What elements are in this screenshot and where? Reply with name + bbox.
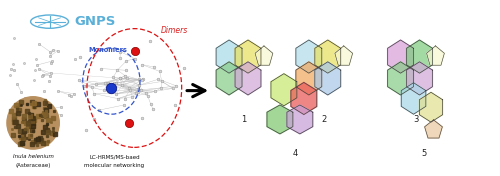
Polygon shape bbox=[267, 105, 293, 134]
Text: Inula helenium: Inula helenium bbox=[12, 155, 53, 159]
Text: molecular networking: molecular networking bbox=[84, 163, 144, 168]
Polygon shape bbox=[406, 62, 432, 95]
Polygon shape bbox=[315, 40, 340, 73]
Text: 5: 5 bbox=[421, 149, 426, 158]
Polygon shape bbox=[315, 62, 340, 95]
Polygon shape bbox=[426, 46, 444, 65]
Polygon shape bbox=[401, 83, 426, 114]
Polygon shape bbox=[388, 40, 413, 73]
Polygon shape bbox=[271, 74, 297, 106]
Polygon shape bbox=[235, 62, 261, 95]
Polygon shape bbox=[406, 40, 432, 73]
Text: 4: 4 bbox=[292, 149, 298, 158]
Ellipse shape bbox=[7, 97, 60, 149]
Polygon shape bbox=[255, 46, 273, 65]
Polygon shape bbox=[296, 40, 322, 73]
Text: GNPS: GNPS bbox=[74, 15, 116, 28]
Polygon shape bbox=[291, 82, 317, 115]
Text: 3: 3 bbox=[413, 115, 418, 124]
Text: LC-HRMS/MS-baed: LC-HRMS/MS-baed bbox=[89, 155, 140, 159]
Polygon shape bbox=[424, 120, 442, 138]
Text: Monomers: Monomers bbox=[88, 47, 128, 53]
Polygon shape bbox=[296, 62, 322, 95]
Polygon shape bbox=[287, 105, 313, 134]
Polygon shape bbox=[335, 46, 352, 65]
Polygon shape bbox=[388, 62, 413, 95]
Polygon shape bbox=[216, 62, 242, 95]
Polygon shape bbox=[235, 40, 261, 73]
Polygon shape bbox=[420, 92, 442, 122]
Polygon shape bbox=[216, 40, 242, 73]
Text: Dimers: Dimers bbox=[160, 26, 188, 35]
Text: 2: 2 bbox=[321, 115, 326, 124]
Text: (Asteraceae): (Asteraceae) bbox=[16, 163, 51, 168]
Text: 1: 1 bbox=[242, 115, 246, 124]
